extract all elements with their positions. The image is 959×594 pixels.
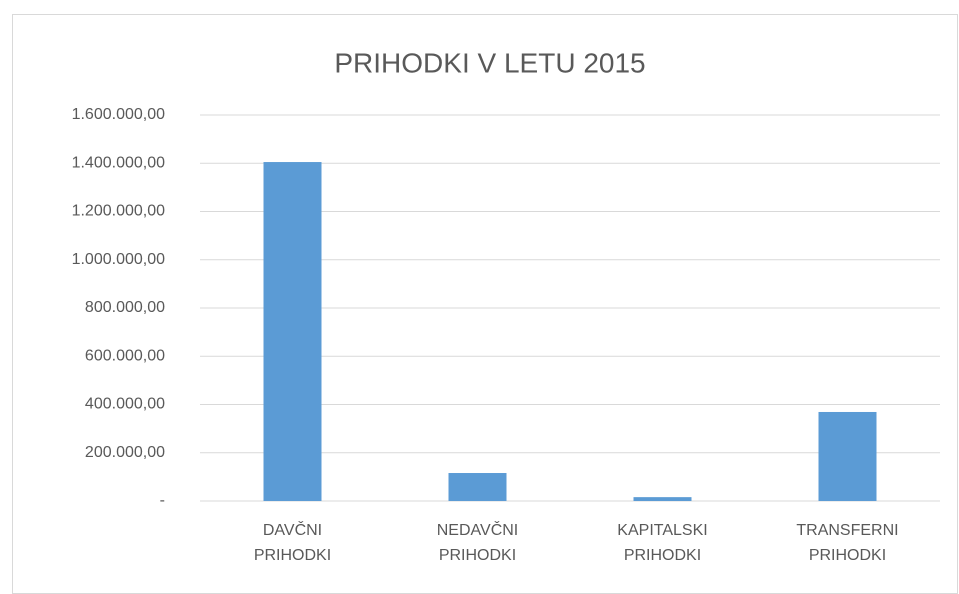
x-tick-label: TRANSFERNI PRIHODKI <box>796 522 899 564</box>
y-tick-label: 400.000,00 <box>85 396 165 413</box>
y-tick-label: 1.000.000,00 <box>72 251 166 268</box>
bar <box>263 162 322 501</box>
bar <box>633 497 692 501</box>
y-tick-label: 1.600.000,00 <box>72 106 166 123</box>
chart-title: PRIHODKI V LETU 2015 <box>334 47 645 78</box>
x-tick-label: DAVČNI PRIHODKI <box>253 522 332 564</box>
y-tick-label: 800.000,00 <box>85 299 165 316</box>
y-tick-label: - <box>160 492 165 509</box>
bar <box>818 411 877 501</box>
y-tick-label: 600.000,00 <box>85 347 165 364</box>
bar <box>448 473 507 501</box>
y-tick-label: 1.400.000,00 <box>72 154 166 171</box>
y-tick-label: 200.000,00 <box>85 444 165 461</box>
y-tick-label: 1.200.000,00 <box>72 203 166 220</box>
x-tick-label: KAPITALSKI PRIHODKI <box>617 522 708 564</box>
x-tick-label: NEDAVČNI PRIHODKI <box>436 522 519 564</box>
